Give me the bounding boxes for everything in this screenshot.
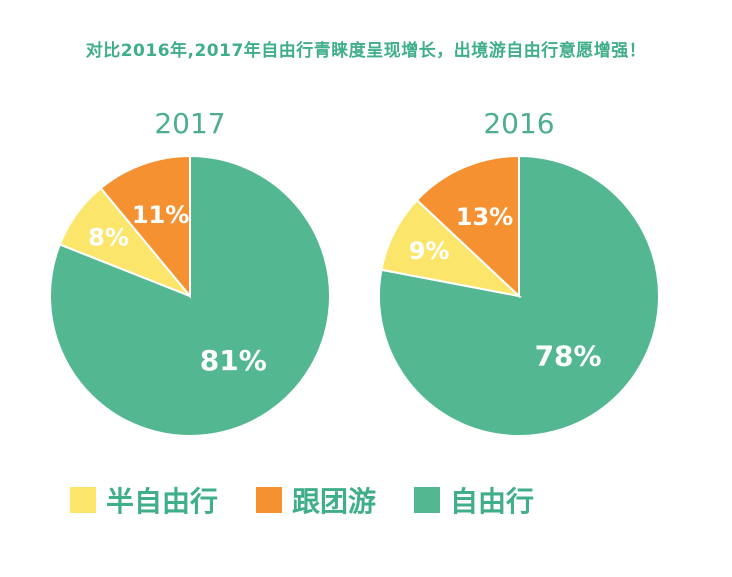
pie-title-2017: 2017: [154, 107, 225, 140]
legend-item-group-tour: 跟团游: [256, 480, 376, 520]
pie-label-independent: 78%: [535, 339, 602, 372]
pie-2017: 81% 8%11%: [49, 154, 331, 437]
pie-label-semi-independent: 9%: [409, 237, 450, 265]
pie-title-2016: 2016: [483, 107, 554, 140]
pie-label-independent: 81%: [200, 344, 267, 377]
legend-label-semi-independent: 半自由行: [106, 485, 219, 518]
legend-swatch-group-tour: [256, 487, 283, 513]
legend-swatch-independent: [414, 487, 441, 513]
pie-label-group-tour: 11%: [132, 201, 189, 229]
legend-item-semi-independent: 半自由行: [70, 480, 218, 520]
legend-swatch-semi-independent: [70, 487, 96, 513]
pie-label-group-tour: 13%: [456, 203, 513, 231]
legend-label-independent: 自由行: [450, 485, 535, 518]
pie-slice-group-tour: [415, 154, 520, 299]
pie-label-semi-independent: 8%: [88, 223, 129, 251]
pie-slice-semi-independent: [380, 198, 523, 298]
legend-item-independent: 自由行: [414, 480, 534, 520]
pie-slice-group-tour: [99, 154, 191, 299]
pie-2016: 78% 9%13%: [378, 154, 660, 437]
chart-title: 对比2016年,2017年自由行青睐度呈现增长，出境游自由行意愿增强！: [85, 41, 647, 61]
legend: 半自由行 跟团游 自由行: [70, 480, 572, 520]
legend-label-group-tour: 跟团游: [292, 485, 377, 518]
